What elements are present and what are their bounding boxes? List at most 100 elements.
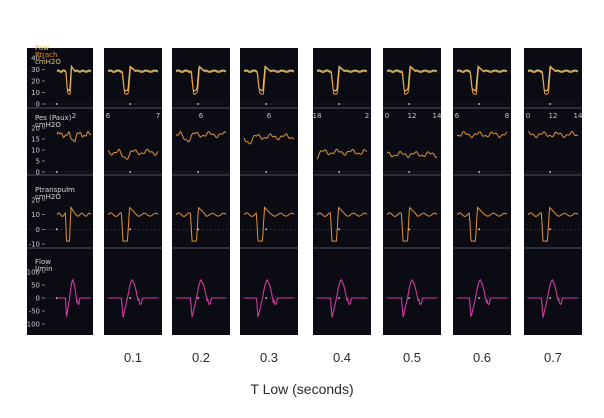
panel-background [524,48,582,335]
zero-marker [549,103,551,105]
y-tick-label: 100 [27,269,40,277]
zero-marker [197,171,200,173]
series-line-ptranspulm [386,206,438,242]
time-tick-label: 7 [156,112,160,120]
zero-marker [129,171,132,173]
zero-marker [549,228,551,231]
zero-marker [549,297,551,299]
zero-marker [265,297,267,299]
series-line-flow [176,278,226,318]
panel-background [453,48,511,335]
series-line-ptranspulm [316,206,368,242]
time-tick-label: 8 [505,112,509,120]
series-line-pes [527,130,579,139]
strip-panel: 6 [172,48,230,335]
series-line-ptrach [316,66,368,95]
y-tick-label: 20 [31,197,40,205]
series-line-ptrach [175,66,227,95]
panel-background [27,48,93,335]
y-tick-label: 0 [36,169,40,177]
panel-background [172,48,230,335]
series-line-ptrach [456,66,508,95]
time-tick-label: 0 [385,112,389,120]
panel-background [313,48,371,335]
series-line-ptrach [56,66,92,95]
series-line-paw [527,65,579,92]
category-label: 0.1 [124,350,142,365]
time-tick-label: 18 [313,112,322,120]
zero-marker [265,103,267,105]
zero-marker [197,297,200,299]
time-tick-label: 12 [549,112,558,120]
series-line-flow [244,278,294,318]
series-line-paw [107,65,159,92]
time-tick-label: 12 [408,112,417,120]
zero-marker [338,103,340,105]
series-line-ptranspulm [456,206,508,242]
category-label: 0.2 [192,350,210,365]
y-tick-label: 20 [31,78,40,86]
zero-marker [55,171,58,173]
time-tick-label: 6 [455,112,460,120]
panel-background [104,48,162,335]
series-line-flow [317,278,367,318]
zero-marker [408,171,410,173]
series-line-flow [528,278,578,318]
series-line-pes [107,148,159,160]
time-tick-label: 2 [72,112,76,120]
series-line-ptranspulm [107,206,159,242]
zero-marker [55,228,58,231]
series-line-pes [456,131,508,139]
y-tick-label: 5 [36,158,40,166]
series-line-ptranspulm [527,206,579,242]
category-label: 0.7 [544,350,562,365]
zero-marker [55,103,58,105]
channel-label: cmH2O [35,58,61,66]
y-tick-label: 30 [31,66,40,74]
zero-marker [408,103,410,105]
series-line-ptranspulm [243,206,295,242]
category-label: 0.4 [333,350,351,365]
zero-marker [265,171,267,173]
series-line-ptranspulm [56,205,92,242]
zero-marker [129,297,132,299]
series-line-flow [457,278,507,318]
channel-label: Flow [35,258,51,266]
x-axis-label: T Low (seconds) [250,381,353,397]
series-line-pes [316,148,368,160]
strip-panel: 0 12 14 [383,48,442,335]
series-line-pes [386,150,438,159]
channel-label: Ptrach [35,51,57,59]
y-tick-label: 40 [31,55,40,63]
y-tick-label: 0 [36,295,40,303]
y-tick-label: 10 [31,89,40,97]
time-tick-label: 6 [106,112,111,120]
series-line-ptrach [527,66,579,95]
zero-marker [478,228,480,231]
time-tick-label: 6 [199,112,204,120]
strip-panel: 18 2 [313,48,371,335]
series-line-paw [243,65,295,92]
y-tick-label: 0 [36,226,40,234]
zero-marker [265,228,267,231]
zero-marker [478,297,480,299]
category-label: 0.5 [403,350,421,365]
series-line-paw [175,65,227,92]
category-labels: 0.1 0.2 0.3 0.4 0.5 0.6 0.7 [124,350,562,365]
strip-panel: 6 [240,48,298,335]
strip-panel: 0 12 14 [524,48,583,335]
zero-marker [478,103,480,105]
time-tick-label: 14 [574,112,583,120]
zero-marker [408,297,410,299]
series-line-ptrach [107,66,159,95]
channel-label: Ptranspulm [35,186,75,194]
zero-marker [129,103,132,105]
time-tick-label: 2 [365,112,369,120]
series-line-paw [456,65,508,92]
zero-marker [338,297,340,299]
series-line-flow [387,278,437,318]
